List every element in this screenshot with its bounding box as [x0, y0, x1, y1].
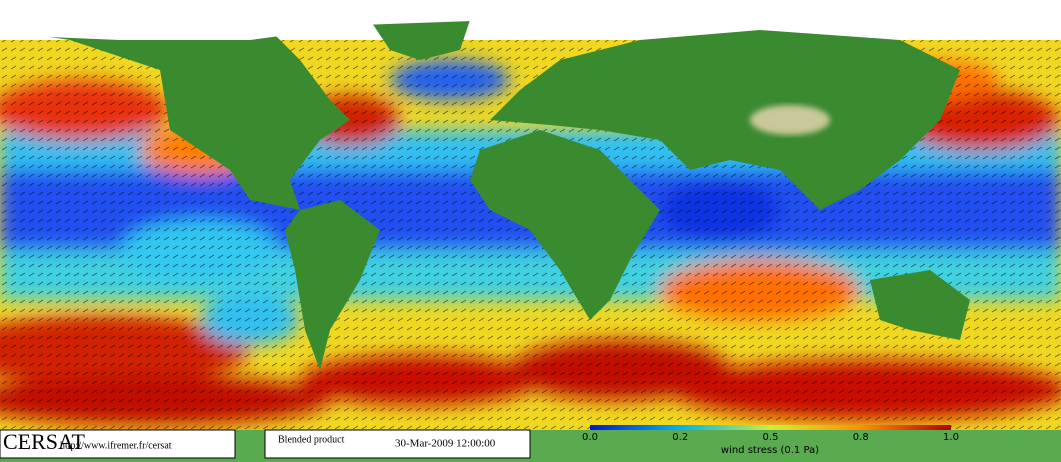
logo: CERSAT: [3, 429, 85, 454]
colorbar-tick-label: 0.5: [763, 432, 779, 443]
colorbar-tick-label: 0.0: [582, 432, 598, 443]
date: 30-Mar-2009 12:00:00: [395, 438, 496, 450]
plateau: [750, 105, 830, 135]
product: Blended product: [278, 434, 345, 445]
colorbar-tick-label: 1.0: [943, 432, 959, 443]
ice: [0, 0, 1061, 40]
url[interactable]: http://www.ifremer.fr/cersat: [60, 440, 172, 451]
product-box: [264, 429, 531, 459]
colorbar: [590, 425, 951, 430]
colorbar-label: wind stress (0.1 Pa): [721, 445, 819, 456]
colorbar-tick-label: 0.2: [672, 432, 688, 443]
colorbar-tick-label: 0.8: [853, 432, 869, 443]
logo-box: [0, 429, 236, 459]
